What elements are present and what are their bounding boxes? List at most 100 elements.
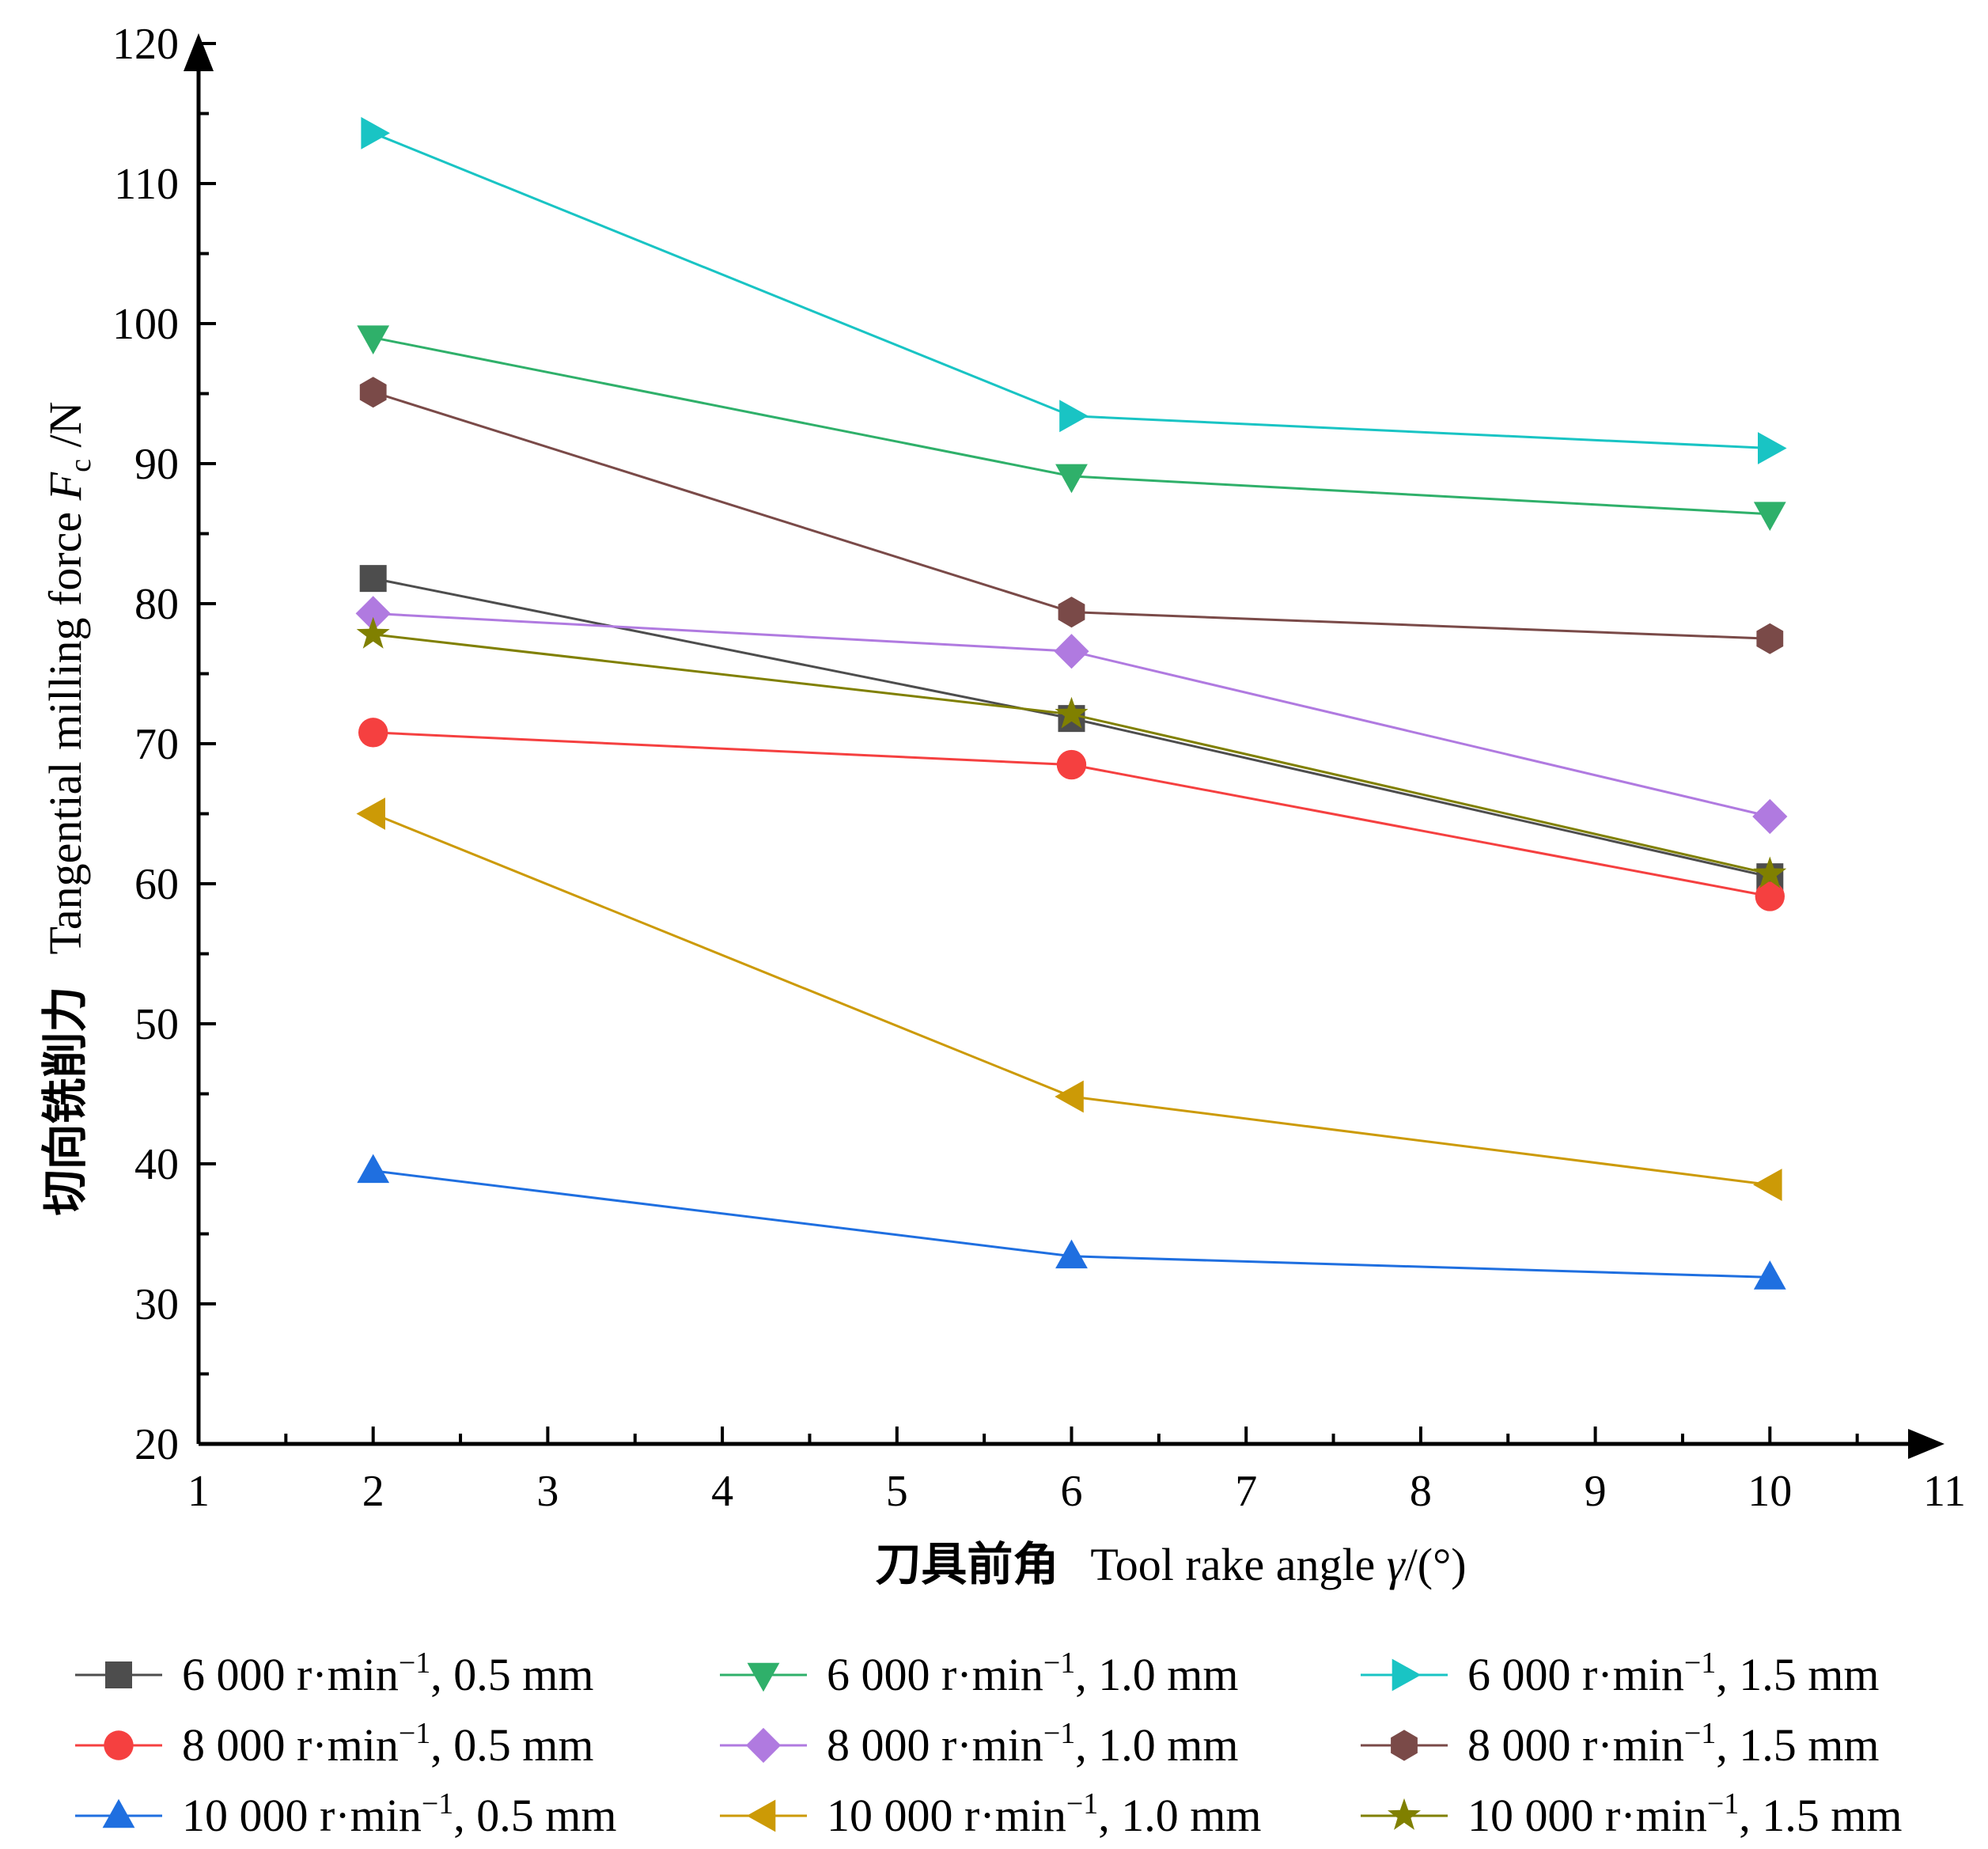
legend-label-depth: , 1.0 mm [1098, 1790, 1261, 1841]
series-layer [355, 116, 1788, 1290]
marker-diamond [745, 1727, 782, 1764]
marker-triangle-left [1753, 1169, 1782, 1201]
marker-triangle-left [356, 798, 385, 830]
legend-item: 6 000 r·min−1, 1.0 mm [720, 1646, 1239, 1700]
y-tick-label: 40 [134, 1140, 179, 1189]
series-9 [356, 616, 1787, 889]
x-axis-title-cn: 刀具前角 [875, 1537, 1058, 1591]
y-axis-title-sub: c [64, 459, 97, 472]
legend-label-speed: 6 000 r·min [1467, 1649, 1684, 1700]
legend-label-exponent: −1 [1684, 1717, 1716, 1750]
legend-label-depth: , 1.5 mm [1716, 1649, 1879, 1700]
marker-triangle-right [1392, 1658, 1422, 1692]
y-tick-label: 20 [134, 1420, 179, 1469]
y-axis-title-symbol: F [40, 472, 91, 501]
legend-label-speed: 8 000 r·min [827, 1719, 1043, 1771]
marker-triangle-up [1055, 1239, 1088, 1269]
legend-item: 8 000 r·min−1, 0.5 mm [75, 1717, 594, 1771]
legend-item: 8 000 r·min−1, 1.0 mm [720, 1717, 1239, 1771]
x-axis-arrow [1908, 1429, 1944, 1459]
y-tick-label: 120 [112, 20, 179, 69]
x-tick-label: 11 [1923, 1467, 1966, 1516]
marker-star [1055, 696, 1089, 729]
ticks: 1 2 3 4 5 6 7 8 9 10 11 20 30 40 50 60 70 80 90 100 110 120 [112, 20, 1966, 1516]
series-line [373, 813, 1770, 1186]
legend-label-exponent: −1 [399, 1717, 430, 1750]
y-tick-label: 70 [134, 720, 179, 769]
legend-label-depth: , 0.5 mm [453, 1790, 616, 1841]
series-4 [357, 325, 1786, 531]
legend-label-depth: , 1.0 mm [1075, 1649, 1238, 1700]
legend-label-depth: , 0.5 mm [430, 1719, 593, 1771]
series-3 [357, 1154, 1786, 1290]
y-tick-label: 90 [134, 440, 179, 489]
legend-label-depth: , 1.5 mm [1739, 1790, 1902, 1841]
legend-label: 8 000 r·min−1, 0.5 mm [182, 1717, 594, 1771]
marker-triangle-down [1753, 502, 1786, 531]
legend-label-exponent: −1 [399, 1646, 430, 1680]
marker-square [359, 565, 387, 593]
marker-hexagon [359, 377, 387, 408]
legend-label-speed: 6 000 r·min [182, 1649, 399, 1700]
legend-label-depth: , 0.5 mm [430, 1649, 593, 1700]
legend-label-depth: , 1.0 mm [1075, 1719, 1238, 1771]
x-tick-label: 10 [1748, 1467, 1792, 1516]
marker-circle [104, 1730, 134, 1760]
y-axis-title-en: Tangential milling force [40, 500, 91, 954]
marker-triangle-up [1753, 1260, 1786, 1290]
legend-label-speed: 6 000 r·min [827, 1649, 1043, 1700]
y-axis-title: 切向铣削力 Tangential milling force Fc /N [38, 402, 97, 1216]
marker-triangle-up [102, 1798, 135, 1828]
y-tick-label: 100 [112, 300, 179, 349]
series-7 [361, 116, 1787, 464]
legend-label: 8 000 r·min−1, 1.0 mm [827, 1717, 1239, 1771]
legend-item: 10 000 r·min−1, 0.5 mm [75, 1787, 617, 1841]
legend-label-exponent: −1 [1707, 1787, 1739, 1821]
series-6 [356, 798, 1782, 1201]
x-tick-label: 5 [886, 1467, 908, 1516]
y-axis-title-cn: 切向铣削力 [38, 986, 92, 1215]
y-tick-label: 30 [134, 1280, 179, 1329]
y-tick-label: 110 [114, 160, 179, 209]
legend-label-exponent: −1 [1043, 1646, 1075, 1680]
legend-label: 10 000 r·min−1, 0.5 mm [182, 1787, 617, 1841]
marker-triangle-right [1758, 432, 1787, 464]
marker-triangle-right [361, 116, 390, 150]
marker-star [1753, 856, 1787, 889]
marker-circle [1056, 749, 1087, 780]
legend-label: 6 000 r·min−1, 1.0 mm [827, 1646, 1239, 1700]
legend-label-speed: 8 000 r·min [1467, 1719, 1684, 1771]
series-5 [355, 596, 1788, 835]
x-axis-title-unit: /(°) [1405, 1539, 1467, 1590]
x-axis-title: 刀具前角 Tool rake angle γ/(°) [875, 1537, 1466, 1591]
marker-diamond [355, 596, 391, 631]
series-line [373, 131, 1770, 449]
legend-label-depth: , 1.5 mm [1716, 1719, 1879, 1771]
marker-hexagon [1391, 1730, 1418, 1761]
y-axis-arrow [184, 33, 214, 71]
legend-item: 6 000 r·min−1, 1.5 mm [1361, 1646, 1880, 1700]
marker-diamond [1752, 798, 1788, 835]
marker-triangle-left [1055, 1080, 1084, 1113]
legend-label-speed: 10 000 r·min [182, 1790, 422, 1841]
x-tick-label: 2 [362, 1467, 384, 1516]
legend-label-exponent: −1 [1066, 1787, 1098, 1821]
legend-label: 8 000 r·min−1, 1.5 mm [1467, 1717, 1880, 1771]
legend-label-exponent: −1 [422, 1787, 453, 1821]
marker-triangle-down [1055, 464, 1088, 494]
legend-item: 6 000 r·min−1, 0.5 mm [75, 1646, 594, 1700]
legend-label-speed: 10 000 r·min [827, 1790, 1066, 1841]
marker-diamond [1054, 634, 1089, 669]
marker-circle [358, 718, 388, 748]
x-tick-label: 8 [1410, 1467, 1432, 1516]
legend-label-speed: 8 000 r·min [182, 1719, 399, 1771]
x-tick-label: 7 [1235, 1467, 1257, 1516]
legend-item: 8 000 r·min−1, 1.5 mm [1361, 1717, 1880, 1771]
marker-triangle-right [1059, 400, 1089, 433]
marker-star [1388, 1798, 1421, 1830]
marker-circle [1755, 881, 1785, 911]
marker-triangle-down [357, 325, 390, 354]
x-axis-title-symbol: γ [1387, 1539, 1407, 1590]
x-tick-label: 3 [536, 1467, 559, 1516]
